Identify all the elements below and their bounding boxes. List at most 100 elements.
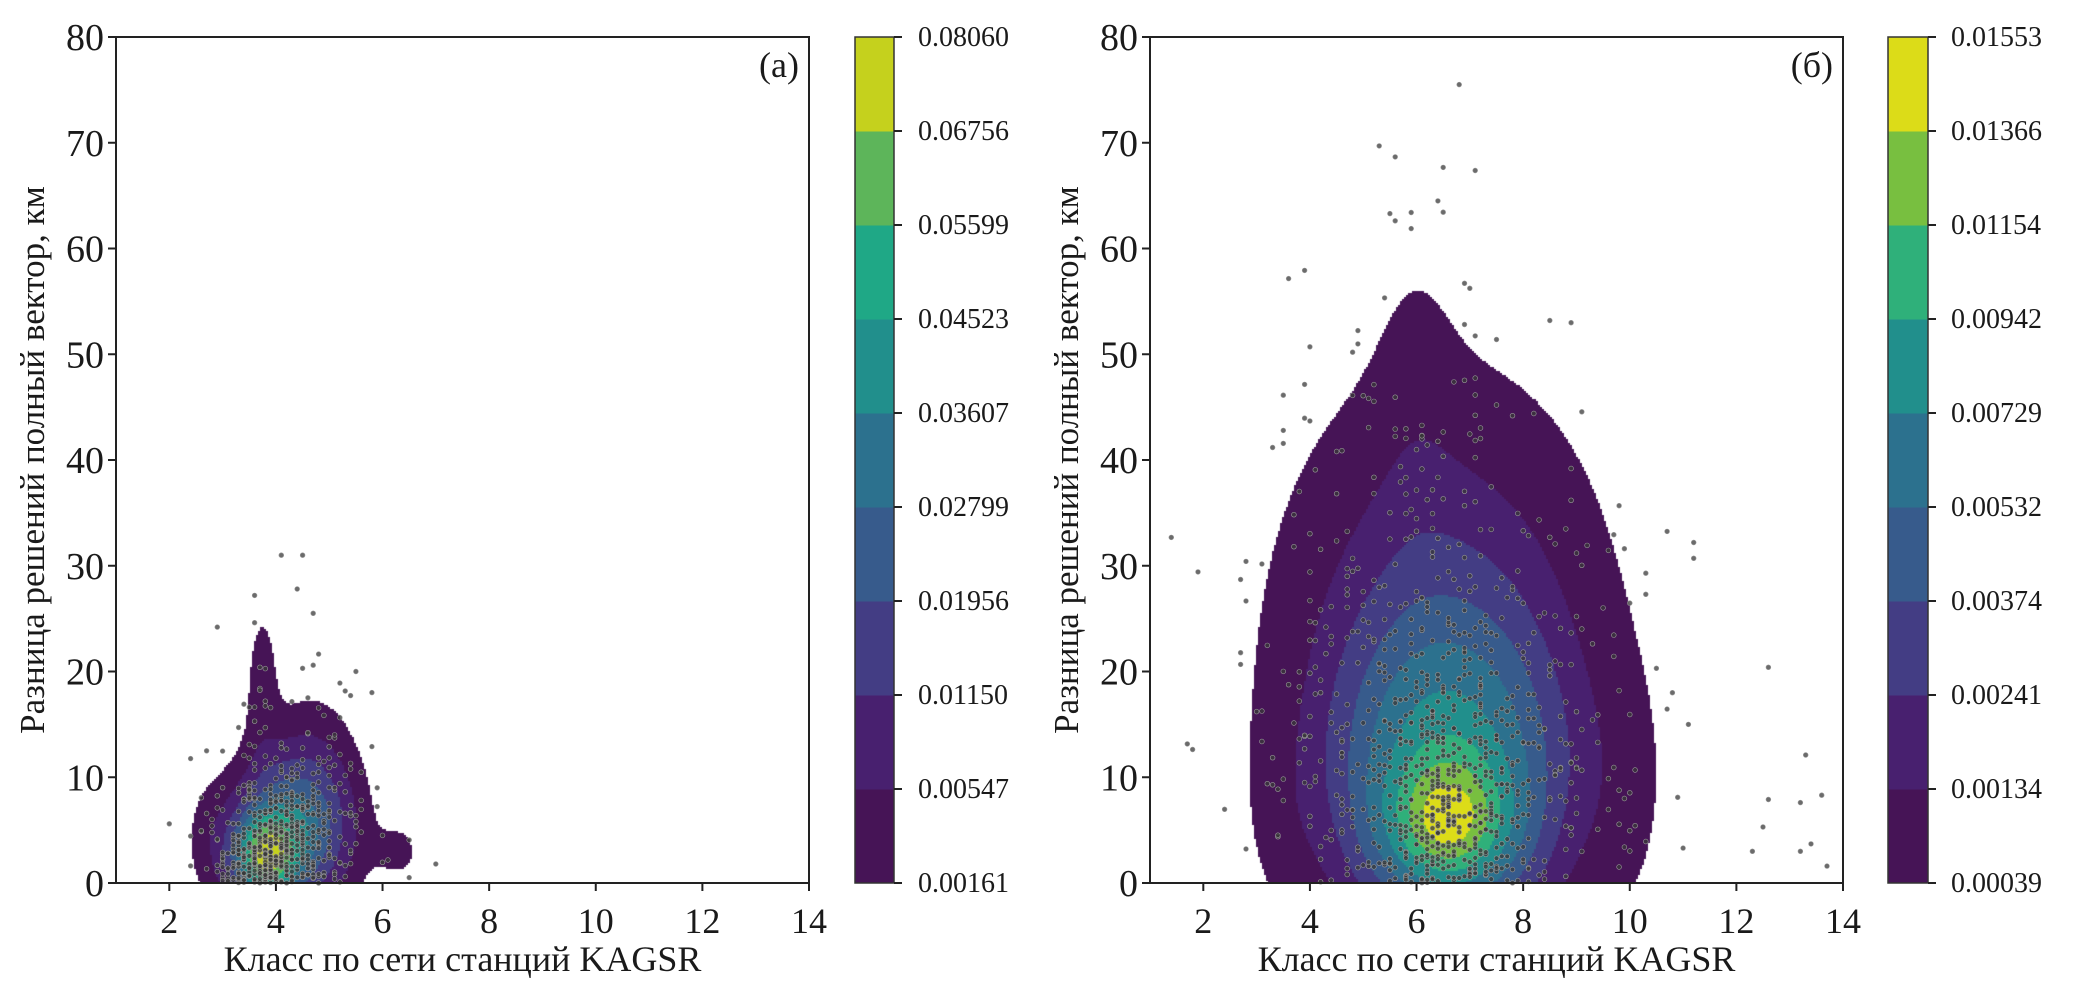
y-axis-label: Разница решений полный вектор, км [1047, 186, 1086, 734]
scatter-point [1344, 857, 1350, 863]
scatter-point [321, 820, 327, 826]
scatter-point [1467, 788, 1473, 794]
scatter-point [1573, 810, 1580, 817]
scatter-point [1413, 588, 1420, 595]
scatter-point [1467, 874, 1473, 880]
scatter-point [1520, 527, 1526, 534]
scatter-point [1440, 842, 1446, 849]
scatter-point [299, 847, 306, 853]
scatter-point [1397, 806, 1404, 812]
x-tick-label: 14 [791, 901, 827, 941]
scatter-point [1419, 790, 1425, 796]
scatter-point [1477, 435, 1484, 442]
scatter-point [1429, 714, 1436, 721]
scatter-point [1301, 779, 1308, 786]
scatter-point [1477, 755, 1484, 762]
scatter-point [1621, 545, 1628, 552]
scatter-point [1509, 583, 1516, 590]
scatter-point [278, 818, 284, 825]
scatter-point [1392, 154, 1398, 160]
scatter-point [1451, 767, 1457, 774]
scatter-point [251, 718, 258, 724]
x-tick-label: 12 [1718, 901, 1754, 941]
scatter-point [1323, 834, 1329, 841]
scatter-point [1387, 631, 1393, 638]
scatter-point [1600, 605, 1606, 611]
scatter-point [347, 847, 354, 854]
scatter-point [1360, 862, 1366, 868]
scatter-point [1616, 687, 1622, 694]
scatter-point [1515, 595, 1521, 601]
scatter-point [1461, 697, 1468, 703]
scatter-point [1451, 819, 1457, 825]
scatter-point [1445, 619, 1452, 626]
scatter-point [251, 812, 258, 819]
scatter-point [251, 704, 258, 710]
scatter-point [337, 751, 343, 758]
scatter-point [1499, 865, 1505, 872]
scatter-point [1451, 702, 1457, 709]
scatter-point [1483, 849, 1489, 855]
scatter-point [1611, 653, 1617, 660]
scatter-point [1408, 534, 1414, 540]
scatter-point [1360, 393, 1366, 399]
scatter-point [230, 874, 237, 881]
scatter-point [187, 755, 194, 762]
scatter-point [1392, 646, 1398, 652]
scatter-point [1371, 840, 1377, 846]
scatter-point [1424, 703, 1430, 710]
scatter-point [1387, 821, 1393, 827]
scatter-point [1392, 812, 1398, 819]
scatter-point [337, 680, 343, 686]
scatter-point [1541, 869, 1548, 875]
scatter-point [257, 808, 263, 815]
scatter-point [246, 755, 253, 761]
scatter-point [1429, 549, 1436, 555]
scatter-point [1440, 797, 1446, 804]
scatter-point [1440, 164, 1446, 171]
scatter-point [267, 849, 274, 855]
y-tick-label: 20 [66, 652, 104, 694]
scatter-point [1467, 810, 1473, 817]
scatter-point [1451, 646, 1457, 653]
scatter-point [1371, 696, 1377, 702]
scatter-point [321, 832, 327, 838]
scatter-point [310, 862, 316, 869]
scatter-point [1413, 854, 1420, 861]
colorbar-tick-label: 0.01553 [1951, 22, 2042, 53]
scatter-point [235, 832, 242, 839]
scatter-point [1365, 763, 1372, 769]
scatter-point [1435, 773, 1441, 779]
scatter-point [267, 836, 274, 842]
scatter-point [315, 779, 322, 785]
scatter-point [1632, 767, 1638, 773]
scatter-point [1627, 848, 1633, 854]
scatter-point [1339, 770, 1345, 777]
colorbar-tick-label: 0.00729 [1951, 398, 2042, 429]
scatter-point [257, 844, 263, 850]
scatter-point [283, 812, 290, 818]
scatter-point [1381, 783, 1388, 789]
scatter-point [246, 741, 253, 748]
scatter-point [321, 826, 327, 832]
scatter-point [1461, 664, 1468, 671]
colorbar-band [855, 37, 894, 132]
scatter-point [337, 780, 343, 787]
y-tick-label: 70 [66, 123, 104, 165]
scatter-point [1349, 807, 1356, 813]
scatter-point [310, 823, 316, 829]
scatter-point [1445, 811, 1452, 817]
axes-frame-a [115, 36, 810, 884]
scatter-point [1472, 643, 1478, 649]
scatter-point [326, 784, 332, 791]
scatter-point [385, 857, 391, 863]
scatter-point [1472, 454, 1478, 461]
scatter-point [1269, 444, 1276, 451]
colorbar-tick-label: 0.00161 [918, 868, 1009, 899]
scatter-point [1307, 670, 1313, 676]
scatter-point [1317, 843, 1324, 850]
scatter-point [342, 862, 348, 869]
scatter-point [1440, 784, 1446, 790]
scatter-point [1520, 600, 1526, 606]
